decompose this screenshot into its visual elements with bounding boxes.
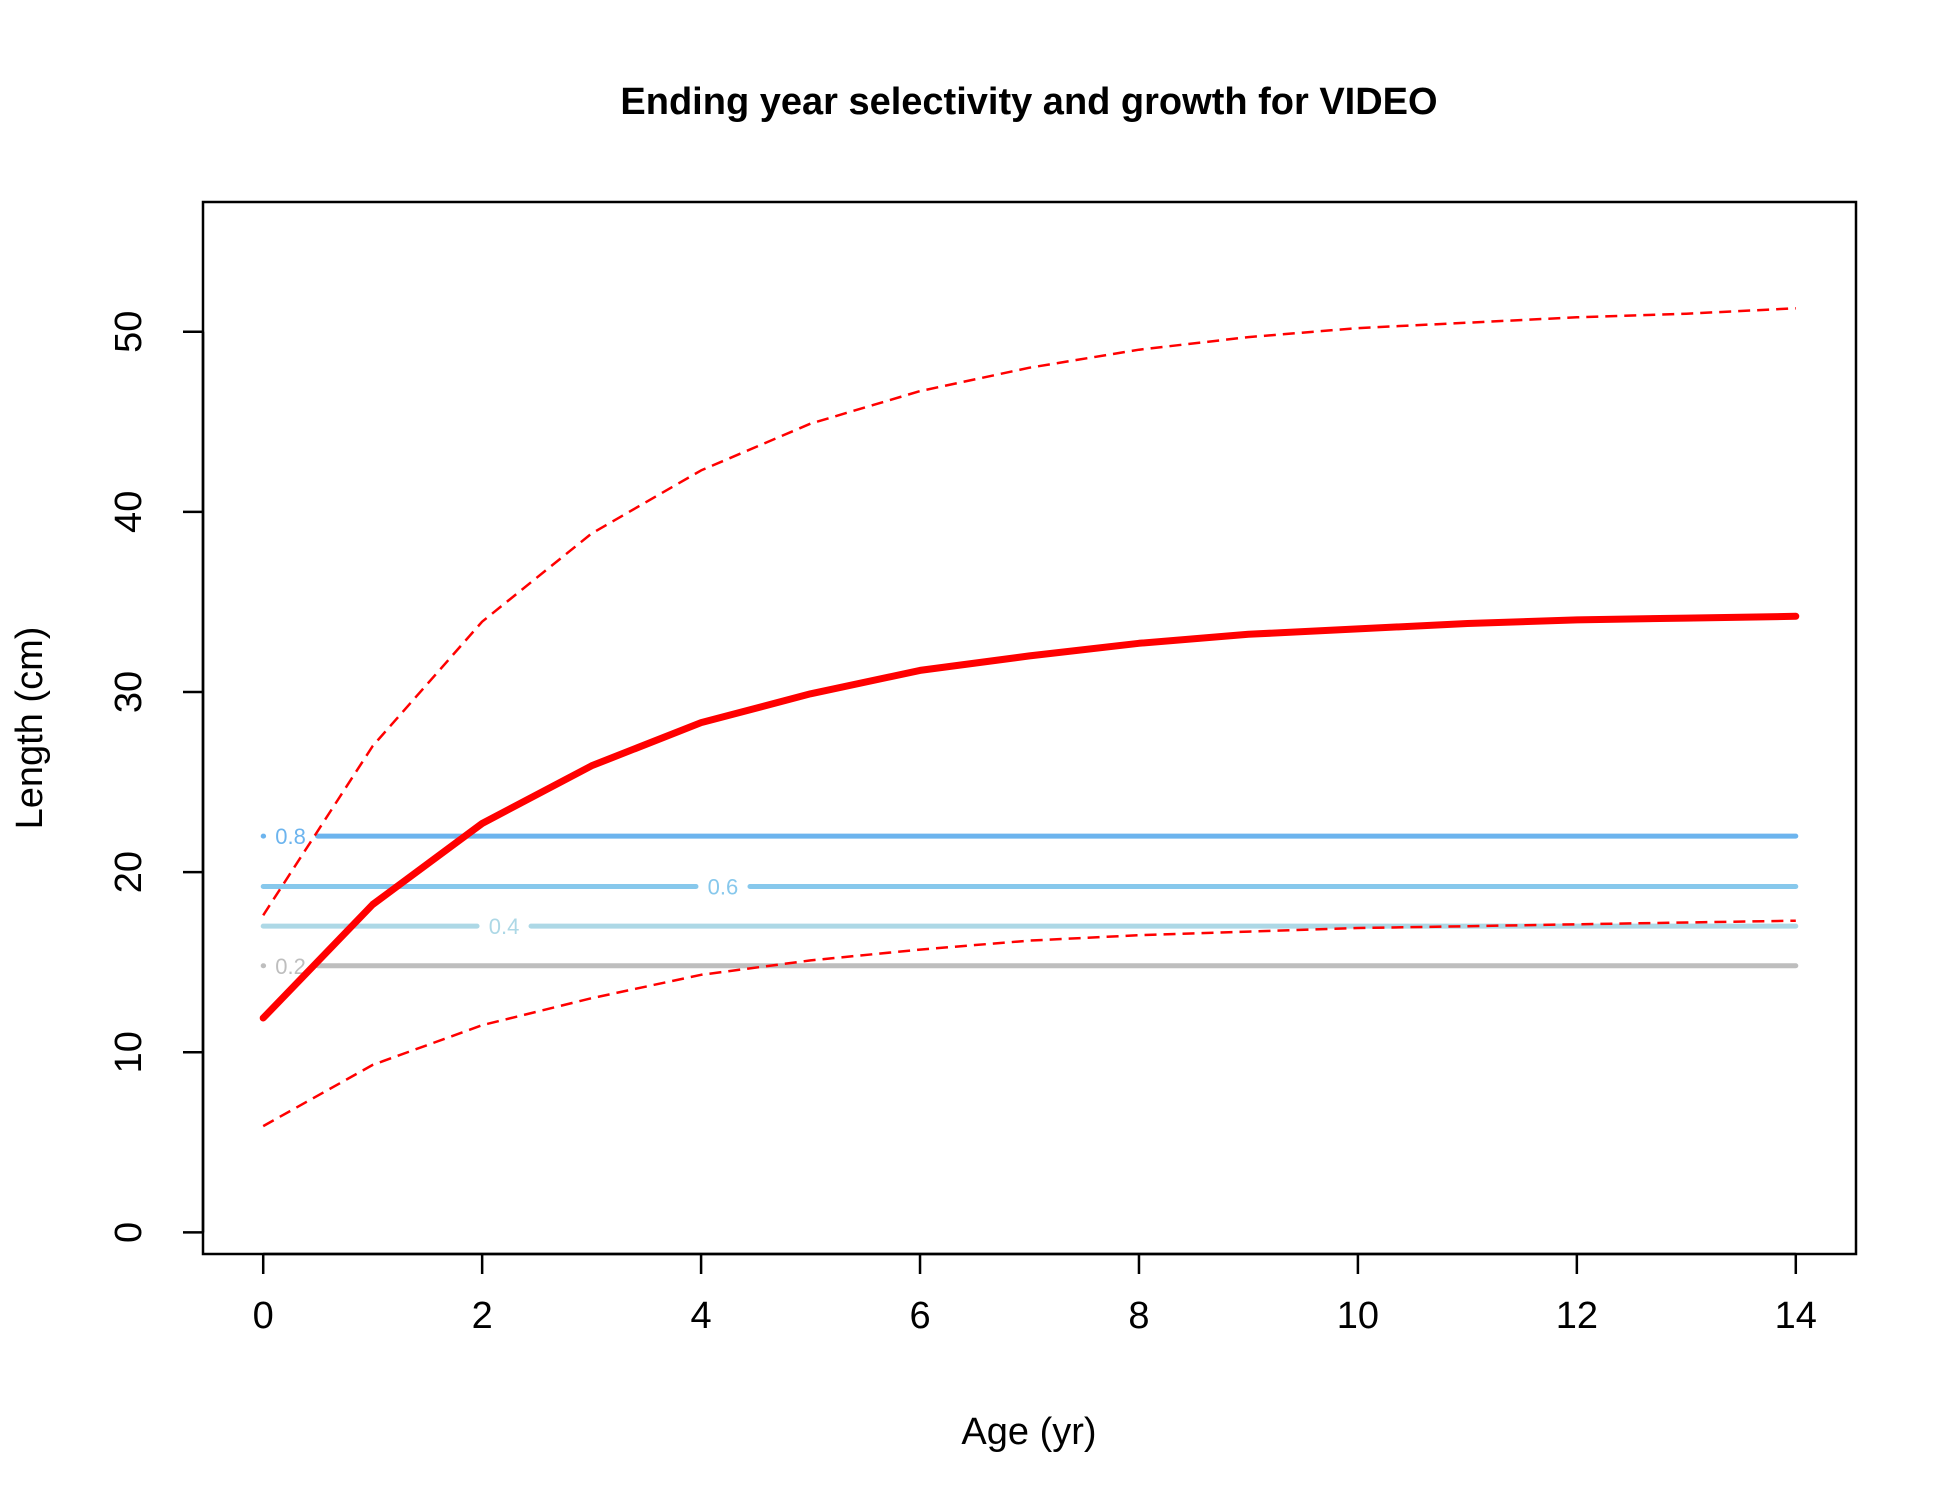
y-tick-label-40: 40 [108,491,150,533]
x-tick-label-2: 2 [472,1295,493,1337]
y-tick-label-10: 10 [108,1031,150,1073]
y-tick-label-20: 20 [108,851,150,893]
y-axis-label: Length (cm) [9,627,51,830]
x-tick-label-0: 0 [253,1295,274,1337]
y-tick-label-50: 50 [108,311,150,353]
plot-area-frame [201,200,1858,1256]
growth-curve-lower [262,919,1796,1128]
chart-title: Ending year selectivity and growth for V… [620,81,1437,123]
y-tick-label-30: 30 [108,671,150,713]
x-tick-label-10: 10 [1337,1295,1379,1337]
x-tick-label-6: 6 [909,1295,930,1337]
x-axis-label: Age (yr) [961,1411,1096,1453]
x-tick-label-12: 12 [1556,1295,1598,1337]
growth-curve-upper [262,307,1796,916]
x-axis: 0 2 4 6 8 10 12 14 [253,1252,1817,1337]
contour-label-08: 0.8 [275,824,306,849]
y-tick-label-0: 0 [108,1222,150,1243]
x-tick-label-8: 8 [1128,1295,1149,1337]
growth-curves [259,307,1800,1128]
y-axis: 0 10 20 30 40 50 [108,311,205,1243]
selectivity-contours: 0.80.60.40.2 [260,824,1799,979]
x-tick-label-4: 4 [691,1295,712,1337]
growth-curve-mean [259,612,1800,1022]
contour-label-04: 0.4 [489,914,520,939]
x-tick-label-14: 14 [1775,1295,1817,1337]
contour-label-06: 0.6 [708,875,739,900]
